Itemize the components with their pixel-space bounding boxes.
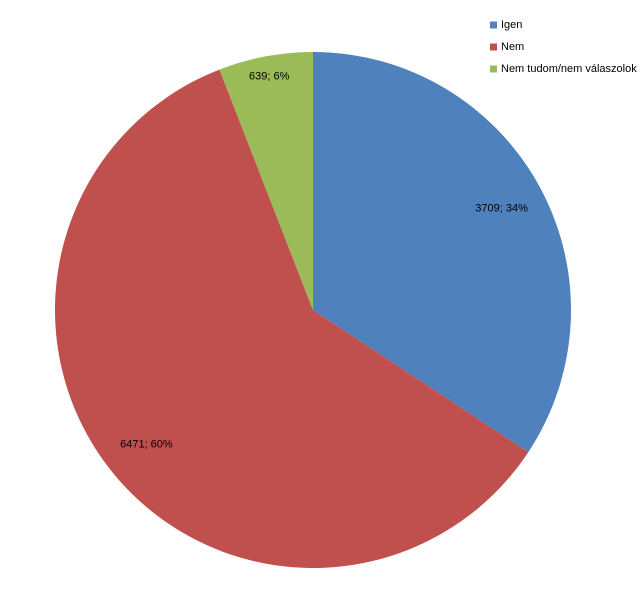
legend-label: Nem tudom/nem válaszolok <box>501 63 637 75</box>
legend-label: Igen <box>501 19 522 31</box>
pie-slice <box>54 69 529 569</box>
data-label: 639; 6% <box>249 71 290 83</box>
data-label: 3709; 34% <box>475 202 528 214</box>
legend-swatch <box>490 21 497 29</box>
legend-swatch <box>490 65 497 73</box>
data-label: 6471; 60% <box>120 438 173 450</box>
legend-swatch <box>490 43 497 51</box>
legend-label: Nem <box>501 41 524 53</box>
pie-slice <box>219 52 313 310</box>
pie-slice <box>313 52 571 453</box>
